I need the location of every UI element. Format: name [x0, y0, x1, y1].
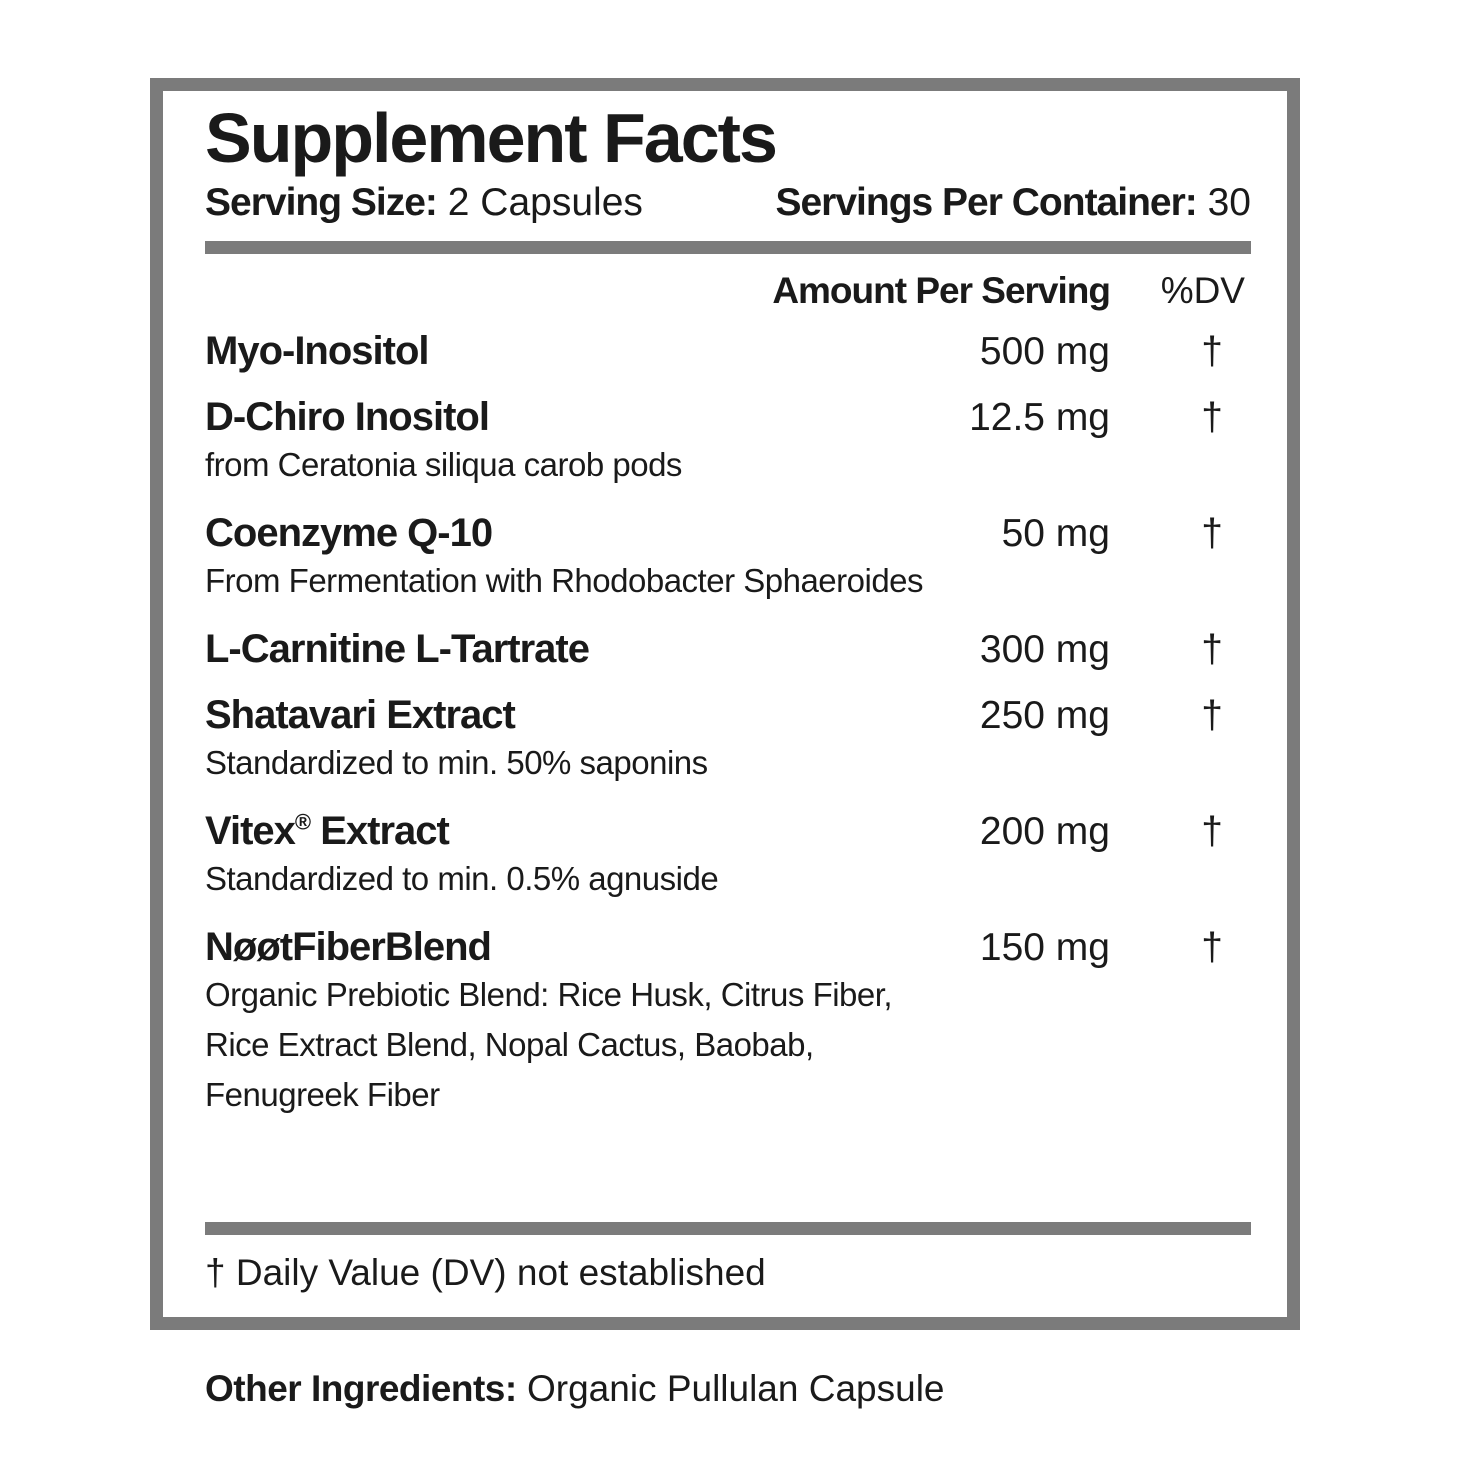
ingredient-description: Standardized to min. 0.5% agnuside — [205, 860, 719, 897]
ingredient-description: Organic Prebiotic Blend: Rice Husk, Citr… — [205, 976, 893, 1113]
ingredient-amount: 12.5 mg — [969, 396, 1110, 439]
column-header-row: Amount Per Serving %DV — [205, 270, 1251, 314]
ingredient-amount: 50 mg — [1001, 512, 1110, 555]
ingredient-description: Standardized to min. 50% saponins — [205, 744, 708, 781]
footnote-block: † Daily Value (DV) not established — [205, 1208, 1251, 1295]
registered-trademark-symbol: ® — [294, 809, 311, 835]
ingredient-row-l-carnitine: L-Carnitine L-Tartrate 300 mg † — [205, 626, 1251, 672]
servings-per-container-label: Servings Per Container: — [775, 181, 1197, 224]
ingredient-name: D-Chiro Inositol — [205, 395, 490, 439]
ingredient-amount: 300 mg — [979, 628, 1110, 671]
other-ingredients-label: Other Ingredients: — [205, 1368, 517, 1409]
other-ingredients-value: Organic Pullulan Capsule — [516, 1368, 945, 1409]
dagger-symbol: † — [1201, 628, 1223, 671]
other-ingredients-line: Other Ingredients: Organic Pullulan Caps… — [205, 1366, 945, 1412]
serving-size-label: Serving Size: — [205, 181, 438, 224]
ingredient-name: NøøtFiberBlend — [205, 925, 492, 969]
ingredient-row-coenzyme-q10: Coenzyme Q-10 From Fermentation with Rho… — [205, 510, 1251, 606]
thick-divider-top — [205, 241, 1251, 254]
ingredient-name: Coenzyme Q-10 — [205, 511, 493, 555]
ingredient-row-d-chiro-inositol: D-Chiro Inositol from Ceratonia siliqua … — [205, 394, 1251, 490]
ingredient-name: L-Carnitine L-Tartrate — [205, 627, 590, 671]
ingredient-description: From Fermentation with Rhodobacter Sphae… — [205, 562, 924, 599]
dagger-symbol: † — [1201, 330, 1223, 373]
dagger-symbol: † — [1201, 810, 1223, 853]
ingredient-row-shatavari: Shatavari Extract Standardized to min. 5… — [205, 692, 1251, 788]
ingredient-amount: 200 mg — [979, 810, 1110, 853]
ingredient-name: Myo-Inositol — [205, 329, 430, 373]
supplement-facts-panel: Supplement Facts Serving Size: 2 Capsule… — [150, 78, 1300, 1330]
percent-dv-header: %DV — [1160, 270, 1245, 311]
ingredient-row-myo-inositol: Myo-Inositol 500 mg † — [205, 328, 1251, 374]
servings-per-container: Servings Per Container: 30 — [775, 179, 1251, 227]
ingredient-row-nootfiberblend: NøøtFiberBlend Organic Prebiotic Blend: … — [205, 924, 1251, 1120]
ingredient-name: Vitex® Extract — [205, 809, 450, 853]
thick-divider-bottom — [205, 1222, 1251, 1235]
ingredient-amount: 150 mg — [979, 926, 1110, 969]
panel-title: Supplement Facts — [205, 99, 778, 177]
serving-info-row: Serving Size: 2 Capsules Servings Per Co… — [205, 179, 1251, 227]
daily-value-footnote: † Daily Value (DV) not established — [205, 1252, 766, 1293]
dagger-symbol: † — [1201, 396, 1223, 439]
serving-size-value: 2 Capsules — [447, 181, 643, 224]
amount-per-serving-header: Amount Per Serving — [772, 270, 1111, 311]
servings-per-container-value: 30 — [1207, 181, 1251, 224]
ingredient-description: from Ceratonia siliqua carob pods — [205, 446, 682, 483]
ingredient-name: Shatavari Extract — [205, 693, 516, 737]
ingredient-amount: 250 mg — [979, 694, 1110, 737]
ingredient-amount: 500 mg — [979, 330, 1110, 373]
dagger-symbol: † — [1201, 512, 1223, 555]
dagger-symbol: † — [1201, 926, 1223, 969]
ingredient-row-vitex: Vitex® Extract Standardized to min. 0.5%… — [205, 808, 1251, 904]
dagger-symbol: † — [1201, 694, 1223, 737]
serving-size: Serving Size: 2 Capsules — [205, 179, 643, 227]
